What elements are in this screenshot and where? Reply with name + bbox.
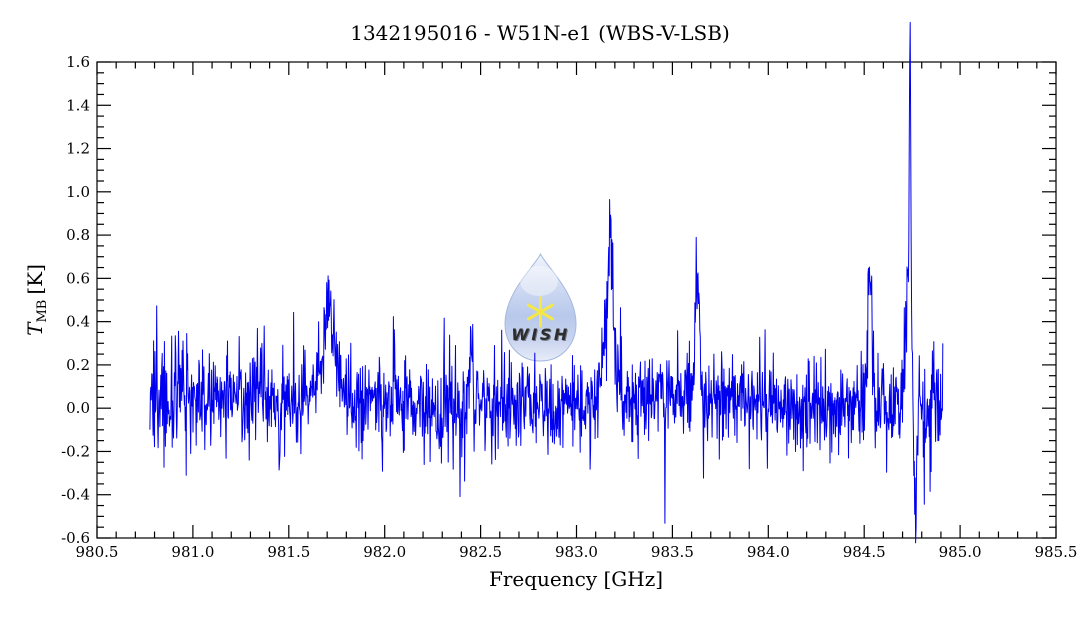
x-tick-label: 984.0 (747, 543, 790, 561)
x-tick-label: 985.5 (1035, 543, 1078, 561)
y-tick-label: 0.4 (66, 313, 90, 331)
x-tick-label: 981.0 (171, 543, 214, 561)
star-icon (527, 296, 554, 328)
y-tick-label: 1.6 (66, 53, 90, 71)
y-tick-label: -0.2 (61, 442, 90, 460)
wish-watermark-logo: WISH WISH (504, 252, 577, 362)
y-axis-label-unit: [K] (23, 264, 47, 295)
y-tick-label: 0.8 (66, 226, 90, 244)
spectrum-line (149, 21, 944, 544)
y-tick-label: -0.6 (61, 529, 90, 547)
y-tick-label: 1.4 (66, 96, 90, 114)
axes-frame (96, 61, 1057, 539)
x-tick-label: 981.5 (267, 543, 310, 561)
plot-frame (96, 61, 1057, 539)
x-tick-label: 983.0 (555, 543, 598, 561)
x-tick-label: 983.5 (651, 543, 694, 561)
y-tick-label: 0.0 (66, 399, 90, 417)
y-tick-label: 0.2 (66, 356, 90, 374)
axis-tick-labels: 980.5 981.0 981.5 982.0 982.5 983.0 983.5 984.0… (61, 53, 1077, 561)
y-tick-label: -0.4 (61, 486, 90, 504)
x-axis-label: Frequency [GHz] (489, 567, 663, 591)
y-tick-label: 0.6 (66, 269, 90, 287)
y-axis-label-symbol: T (23, 321, 47, 336)
wish-text-shadow: WISH (512, 326, 571, 345)
x-tick-label: 982.0 (363, 543, 406, 561)
plot-title: 1342195016 - W51N-e1 (WBS-V-LSB) (350, 21, 730, 45)
x-tick-label: 982.5 (459, 543, 502, 561)
x-tick-label: 984.5 (843, 543, 886, 561)
y-tick-label: 1.2 (66, 140, 90, 158)
y-axis-label: TMB [K] (23, 264, 50, 336)
y-axis-label-subscript: MB (35, 300, 50, 323)
y-tick-label: 1.0 (66, 183, 90, 201)
x-tick-label: 980.5 (76, 543, 119, 561)
wish-text: WISH (511, 325, 570, 344)
x-tick-label: 985.0 (939, 543, 982, 561)
drop-highlight (520, 266, 558, 296)
